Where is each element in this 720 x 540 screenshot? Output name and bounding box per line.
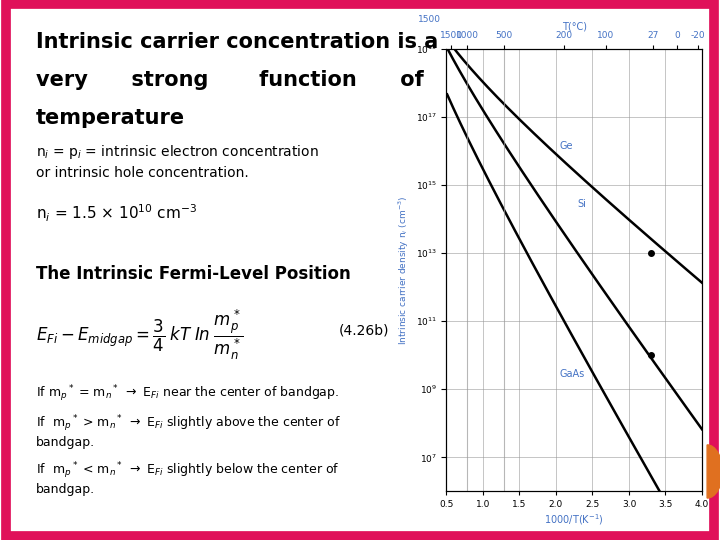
Y-axis label: Intrinsic carrier density n$_i$ (cm$^{-3}$): Intrinsic carrier density n$_i$ (cm$^{-3…: [397, 195, 411, 345]
Text: temperature: temperature: [36, 108, 185, 128]
Text: Si: Si: [578, 199, 587, 208]
Text: (4.26b): (4.26b): [338, 324, 389, 338]
Text: The Intrinsic Fermi-Level Position: The Intrinsic Fermi-Level Position: [36, 265, 351, 282]
Text: bandgap.: bandgap.: [36, 436, 95, 449]
X-axis label: T(°C): T(°C): [562, 21, 587, 31]
Text: or intrinsic hole concentration.: or intrinsic hole concentration.: [36, 166, 248, 180]
Text: Ge: Ge: [559, 141, 573, 151]
Text: very      strong       function      of: very strong function of: [36, 70, 424, 90]
Text: If  m$_p$$^*$ > m$_n$$^*$ $\rightarrow$ E$_{Fi}$ slightly above the center of: If m$_p$$^*$ > m$_n$$^*$ $\rightarrow$ E…: [36, 413, 341, 434]
Text: bandgap.: bandgap.: [36, 483, 95, 496]
Text: 1500: 1500: [418, 15, 441, 24]
Text: GaAs: GaAs: [559, 369, 585, 379]
Text: n$_i$ = p$_i$ = intrinsic electron concentration: n$_i$ = p$_i$ = intrinsic electron conce…: [36, 143, 319, 161]
Wedge shape: [707, 445, 720, 498]
X-axis label: 1000/T(K$^{-1}$): 1000/T(K$^{-1}$): [544, 512, 604, 527]
Text: If m$_p$$^*$ = m$_n$$^*$ $\rightarrow$ E$_{Fi}$ near the center of bandgap.: If m$_p$$^*$ = m$_n$$^*$ $\rightarrow$ E…: [36, 383, 339, 404]
Text: n$_i$ = 1.5 × 10$^{10}$ cm$^{-3}$: n$_i$ = 1.5 × 10$^{10}$ cm$^{-3}$: [36, 202, 197, 224]
Text: Intrinsic carrier concentration is a: Intrinsic carrier concentration is a: [36, 32, 438, 52]
Text: If  m$_p$$^*$ < m$_n$$^*$ $\rightarrow$ E$_{Fi}$ slightly below the center of: If m$_p$$^*$ < m$_n$$^*$ $\rightarrow$ E…: [36, 460, 340, 481]
Text: $E_{Fi} - E_{midgap} = \dfrac{3}{4}\; kT \; In \; \dfrac{m_p^*}{m_n^*}$: $E_{Fi} - E_{midgap} = \dfrac{3}{4}\; kT…: [36, 308, 244, 362]
